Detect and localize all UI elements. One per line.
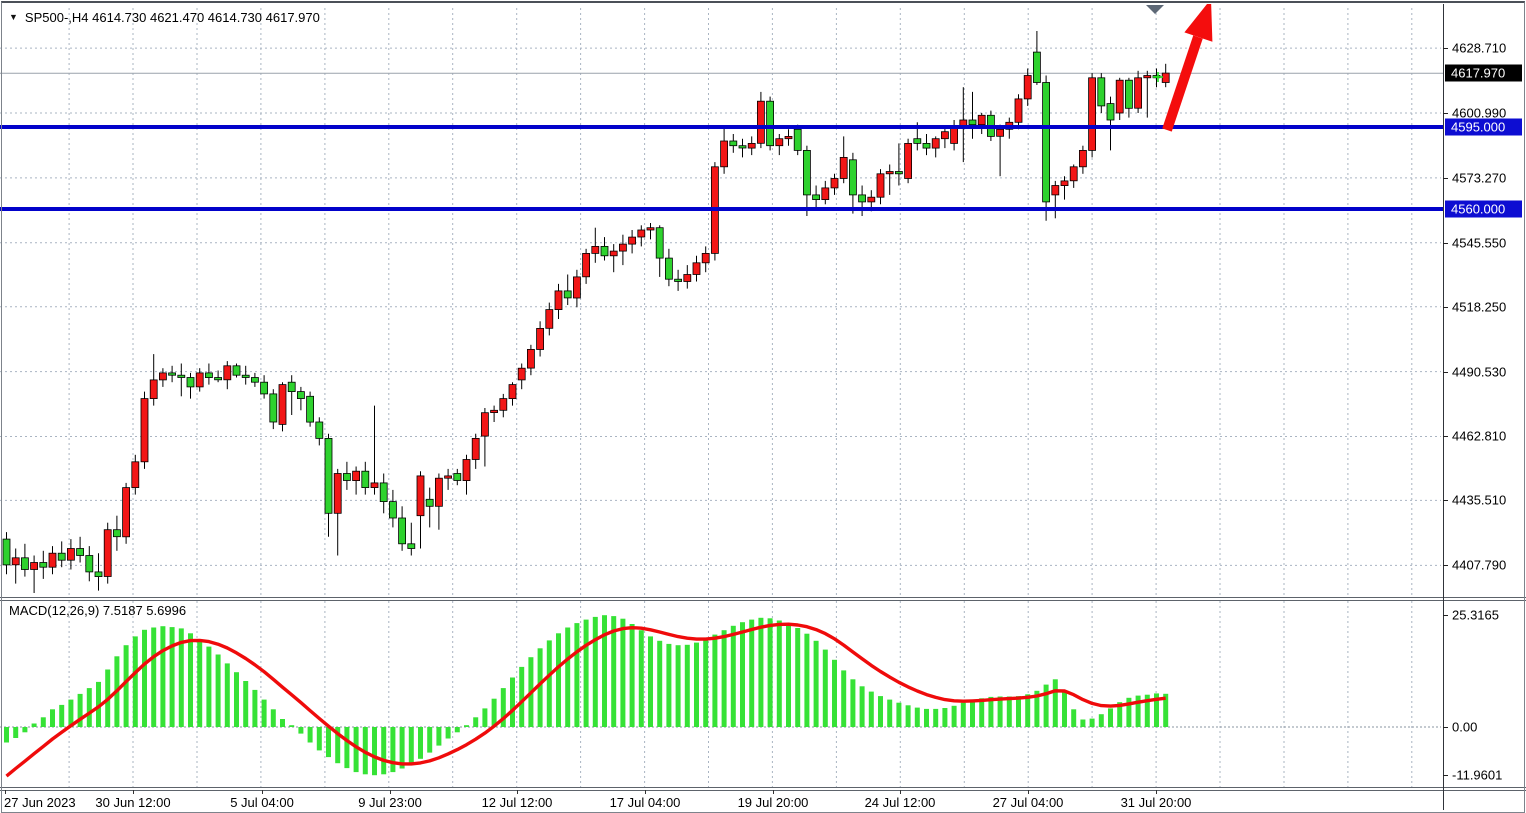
- price-axis-label: 4628.710: [1452, 40, 1507, 56]
- time-axis-label: 24 Jul 12:00: [864, 795, 936, 810]
- resistance-line[interactable]: [0, 125, 1443, 129]
- price-axis-tick: [1443, 48, 1448, 49]
- pane-resize-handle[interactable]: [0, 600, 1526, 601]
- time-axis-tick: [517, 790, 518, 794]
- price-chart[interactable]: [0, 4, 1443, 597]
- price-axis-label: 4490.530: [1452, 364, 1507, 380]
- macd-axis-label: 25.3165: [1452, 607, 1499, 623]
- macd-axis-tick: [1443, 775, 1448, 776]
- time-axis-label: 27 Jun 2023: [4, 795, 76, 810]
- price-axis-tick: [1443, 372, 1448, 373]
- price-axis-tick: [1443, 113, 1448, 114]
- price-grid: [0, 8, 1441, 597]
- price-axis-border: [1443, 4, 1444, 810]
- price-axis-label: 4435.510: [1452, 492, 1507, 508]
- macd-chart[interactable]: [0, 601, 1443, 787]
- pane-separator-top-line: [0, 597, 1526, 598]
- price-axis-label: 4573.270: [1452, 170, 1507, 186]
- time-axis-label: 30 Jun 12:00: [95, 795, 171, 810]
- price-axis-tick: [1443, 565, 1448, 566]
- macd-bottom-separator: [0, 787, 1526, 788]
- time-axis-tick: [133, 790, 134, 794]
- current-price-badge: 4617.970: [1445, 64, 1522, 82]
- time-axis-tick: [900, 790, 901, 794]
- macd-grid: [68, 601, 1413, 787]
- price-axis-tick: [1443, 500, 1448, 501]
- time-axis-label: 31 Jul 20:00: [1120, 795, 1192, 810]
- price-axis-tick: [1443, 436, 1448, 437]
- candles: [2, 31, 1170, 593]
- bid-price-marker-icon: [1153, 72, 1163, 82]
- macd-signal-line: [5, 622, 1166, 778]
- price-axis[interactable]: 4628.710 4617.970 4600.990 4595.000 4573.270…: [1443, 4, 1524, 597]
- time-axis-tick: [1028, 790, 1029, 794]
- macd-histogram: [4, 615, 1169, 776]
- time-axis-label: 17 Jul 04:00: [609, 795, 681, 810]
- time-axis-tick: [390, 790, 391, 794]
- time-axis-tick: [773, 790, 774, 794]
- chart-header: ▼ SP500-,H4 4614.730 4621.470 4614.730 4…: [9, 9, 320, 25]
- symbol-menu-triangle-icon[interactable]: ▼: [9, 11, 18, 22]
- time-axis-label: 12 Jul 12:00: [481, 795, 553, 810]
- macd-axis-label: 0.00: [1452, 719, 1478, 735]
- time-axis-tick: [262, 790, 263, 794]
- macd-axis-label: -11.9601: [1452, 767, 1503, 783]
- macd-indicator-label: MACD(12,26,9) 7.5187 5.6996: [9, 603, 187, 618]
- time-axis[interactable]: 27 Jun 2023 30 Jun 12:00 5 Jul 04:00 9 Jul …: [0, 790, 1443, 812]
- macd-axis-tick: [1443, 615, 1448, 616]
- time-axis-label: 27 Jul 04:00: [992, 795, 1064, 810]
- time-axis-label: 9 Jul 23:00: [358, 795, 422, 810]
- price-axis-tick: [1443, 243, 1448, 244]
- time-axis-label: 5 Jul 04:00: [230, 795, 294, 810]
- price-axis-tick: [1443, 178, 1448, 179]
- symbol-ohlc-line: SP500-,H4 4614.730 4621.470 4614.730 461…: [24, 9, 320, 25]
- time-axis-label: 19 Jul 20:00: [737, 795, 809, 810]
- price-level-badge: 4560.000: [1445, 200, 1522, 218]
- price-axis-label: 4545.550: [1452, 235, 1507, 251]
- time-axis-tick: [1156, 790, 1157, 794]
- support-line[interactable]: [0, 207, 1443, 211]
- price-axis-label: 4462.810: [1452, 428, 1507, 444]
- trend-arrow-annotation[interactable]: [1162, 4, 1213, 132]
- scroll-position-marker-icon: [1146, 5, 1164, 14]
- time-axis-tick: [5, 790, 6, 794]
- macd-axis[interactable]: 25.3165 0.00 -11.9601: [1443, 601, 1524, 787]
- price-axis-label: 4600.990: [1452, 105, 1507, 121]
- price-axis-label: 4518.250: [1452, 299, 1507, 315]
- macd-axis-tick: [1443, 727, 1448, 728]
- price-axis-label: 4407.790: [1452, 557, 1507, 573]
- price-axis-tick: [1443, 307, 1448, 308]
- price-level-badge: 4595.000: [1445, 118, 1522, 136]
- time-axis-tick: [645, 790, 646, 794]
- time-axis-separator: [0, 790, 1526, 791]
